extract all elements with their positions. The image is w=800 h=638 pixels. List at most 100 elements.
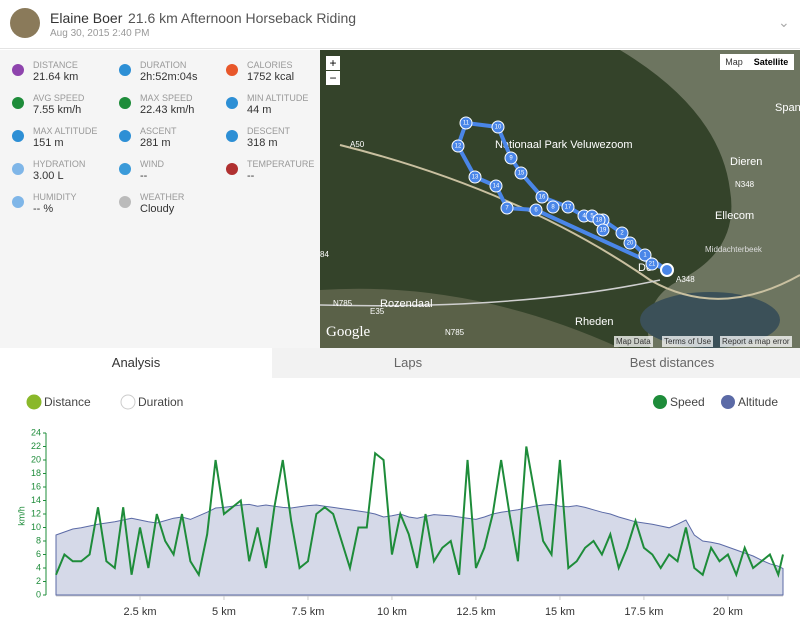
route-marker-label: 1 [643,253,647,259]
stat-label: DISTANCE [33,60,78,70]
route-marker [596,223,610,237]
map-footer-link[interactable]: Report a map error [720,336,792,347]
toggle-label[interactable]: Duration [138,395,183,409]
stat-label: MIN ALTITUDE [247,93,309,103]
stat-icon [226,163,238,175]
legend-marker[interactable] [721,395,735,409]
route-marker-label: 6 [534,208,538,214]
stat-icon [12,130,24,142]
map-footer-link[interactable]: Terms of Use [662,336,714,347]
map-label: N785 [333,299,353,308]
route-marker [500,201,514,215]
legend-label[interactable]: Altitude [738,395,778,409]
zoom-out[interactable]: − [326,71,340,85]
route-marker [615,226,629,240]
route-marker [623,236,637,250]
map-label: A50 [350,140,365,149]
stat-value: 2h:52m:04s [140,71,198,83]
end-pin [660,263,674,277]
header: Elaine Boer 21.6 km Afternoon Horseback … [0,0,800,49]
stat-value: 3.00 L [33,170,64,182]
route-marker-label: 12 [455,144,462,150]
toggle-label[interactable]: Distance [44,395,91,409]
map-label: Middachterbeek [705,245,763,254]
legend-marker[interactable] [653,395,667,409]
avatar[interactable] [10,8,40,38]
stat-icon [12,64,24,76]
stat-label: DURATION [140,60,187,70]
route-marker [489,179,503,193]
route-marker [459,116,473,130]
stat-icon [119,196,131,208]
stat-icon [12,196,24,208]
tab[interactable]: Laps [393,355,423,370]
google-logo: Google [326,324,371,340]
route-marker [638,248,652,262]
route-marker-label: 9 [509,156,513,162]
stat-icon [119,64,131,76]
y-tick-label: 18 [31,468,41,478]
route-marker [546,200,560,214]
stat-icon [119,163,131,175]
route-marker-label: 18 [596,218,603,224]
stat-icon [12,97,24,109]
x-tick-label: 5 km [212,606,236,618]
stat-value: 318 m [247,137,278,149]
route-marker-label: 4 [582,214,586,220]
stat-value: 1752 kcal [247,71,295,83]
y-tick-label: 14 [31,495,41,505]
y-tick-label: 6 [36,549,41,559]
route-marker-label: 11 [463,121,470,127]
tab[interactable]: Best distances [629,355,715,370]
map-label: A348 [676,275,695,284]
route-marker-label: 8 [551,205,555,211]
zoom-in[interactable]: + [326,56,340,70]
y-tick-label: 4 [36,562,41,572]
route-marker [529,203,543,217]
route-marker [491,120,505,134]
legend-label[interactable]: Speed [670,395,705,409]
route-marker [451,139,465,153]
toggle-checkbox[interactable] [120,394,136,410]
map-footer-link[interactable]: Map Data [614,336,653,347]
stat-icon [12,163,24,175]
stat-icon [119,130,131,142]
route-marker [514,166,528,180]
stats-panel: DISTANCE 21.64 km DURATION 2h:52m:04s CALORI… [0,50,320,348]
y-tick-label: 24 [31,427,41,437]
y-axis-label: km/h [16,506,26,526]
tab[interactable]: Analysis [0,348,272,378]
y-tick-label: 12 [31,508,41,518]
route-marker-label: 13 [472,175,479,181]
map[interactable]: Spanker Dieren N348 Ellecom Middachterbeek A3… [320,50,800,348]
map-label: Rozendaal [380,298,433,310]
route-marker-label: 15 [518,171,525,177]
stat-label: CALORIES [247,60,293,70]
stat-label: HYDRATION [33,159,86,169]
route-marker-label: 20 [627,241,634,247]
route-marker [504,151,518,165]
y-tick-label: 20 [31,454,41,464]
route-marker-label: 16 [539,195,546,201]
stat-label: WEATHER [140,192,185,202]
stat-icon [119,97,131,109]
user-name[interactable]: Elaine Boer [50,10,123,26]
activity-title: 21.6 km Afternoon Horseback Riding [128,10,357,26]
map-type-map[interactable]: Map [720,54,748,70]
speed-line [55,446,784,579]
stat-value: Cloudy [140,203,175,215]
route-marker-label: 21 [649,262,656,268]
map-type-satellite[interactable]: Satellite [748,54,794,70]
stat-value: 151 m [33,137,64,149]
map-label: Dieren [730,156,762,168]
toggle-checkbox[interactable] [26,394,42,410]
stat-icon [226,130,238,142]
y-tick-label: 2 [36,576,41,586]
route-marker-label: 2 [620,231,624,237]
y-tick-label: 22 [31,441,41,451]
expand-chevron[interactable]: ⌄ [778,14,790,30]
map-canvas: Spanker Dieren N348 Ellecom Middachterbeek A3… [320,50,800,348]
activity-date: Aug 30, 2015 2:40 PM [50,28,150,39]
stat-label: MAX ALTITUDE [33,126,98,136]
route-marker [535,190,549,204]
